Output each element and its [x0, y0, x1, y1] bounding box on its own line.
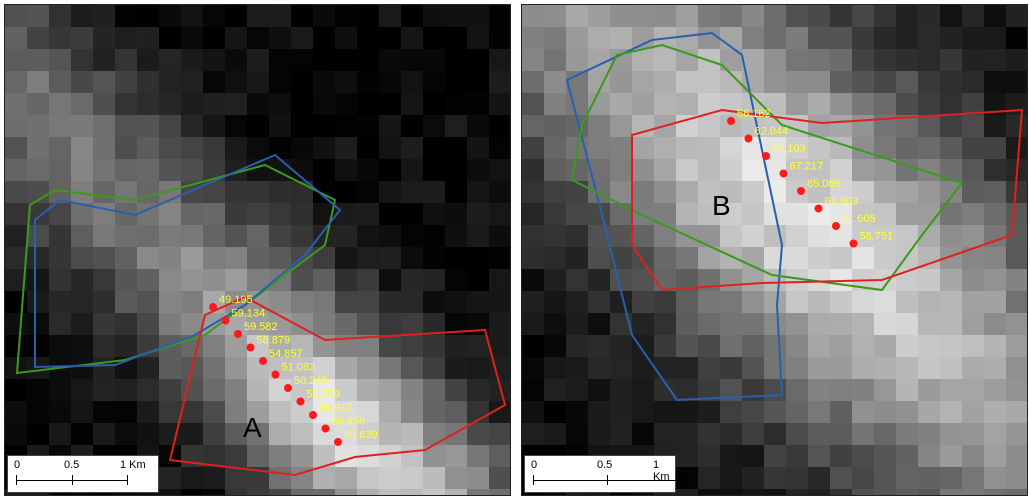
sample-point	[832, 222, 840, 230]
red-boundary	[631, 108, 1024, 292]
scale-bar-a: 0 0.5 1 Km	[7, 455, 159, 493]
sample-value-label: 56.639	[344, 429, 378, 441]
sample-point	[259, 357, 267, 365]
sample-point	[797, 187, 805, 195]
sample-value-label: 62.044	[755, 126, 789, 138]
scale-tick-label: 0	[14, 459, 21, 471]
sample-value-label: 52.709	[307, 389, 341, 401]
green-boundary	[570, 43, 964, 292]
sample-point	[762, 152, 770, 160]
scale-tick	[127, 475, 128, 485]
sample-point	[814, 204, 823, 213]
sample-value-label: 56.162	[737, 108, 771, 120]
sample-value-label: 62.503	[825, 196, 859, 208]
scale-line	[533, 480, 683, 481]
scale-tick	[683, 475, 684, 485]
sample-point	[234, 330, 242, 338]
sample-point	[284, 384, 292, 392]
scale-tick	[533, 475, 534, 485]
map-panel-b: 56.162 62.044 66.103 67.217 65.065 62.503 61.6…	[521, 4, 1028, 496]
sample-points-b: 56.162 62.044 66.103 67.217 65.065 62.503 61.6…	[727, 108, 893, 248]
scale-tick-label: 0.5	[64, 459, 80, 471]
raster-grid	[5, 5, 510, 495]
sample-value-label: 61.605	[842, 213, 876, 225]
scale-tick	[16, 475, 17, 485]
sample-point	[744, 134, 753, 143]
sample-value-label: 54.857	[269, 348, 303, 360]
sample-point	[309, 411, 317, 419]
raster-grid	[522, 5, 1027, 495]
scale-tick-label: 0.5	[597, 459, 613, 471]
sample-point	[221, 316, 230, 325]
sample-value-label: 59.582	[244, 321, 278, 333]
sample-point	[334, 438, 342, 446]
sample-point	[271, 370, 280, 379]
area-label-a: A	[243, 412, 262, 443]
sample-value-label: 56.917	[319, 402, 353, 414]
area-label-b: B	[712, 190, 731, 221]
sample-point	[246, 343, 255, 352]
sample-value-label: 49.195	[219, 294, 253, 306]
scale-tick	[72, 475, 73, 485]
scale-tick-label: 1 Km	[120, 459, 146, 471]
sample-point	[779, 169, 788, 178]
sample-point	[727, 117, 735, 125]
sample-value-label: 59.134	[232, 308, 266, 320]
sample-value-label: 58.751	[860, 231, 894, 243]
scale-tick-label: 0	[531, 459, 538, 471]
green-boundary	[15, 163, 337, 375]
sample-point	[296, 397, 305, 406]
sample-value-label: 67.217	[790, 161, 824, 173]
sample-value-label: 50.249	[294, 375, 328, 387]
sample-value-label: 58.879	[257, 335, 291, 347]
sample-value-label: 65.065	[807, 178, 841, 190]
sample-value-label: 58.856	[332, 416, 366, 428]
map-panel-a: 49.195 59.134 59.582 58.879 54.857 51.082 50.2…	[4, 4, 511, 496]
red-boundary	[168, 295, 507, 477]
blue-boundary	[34, 153, 342, 369]
sample-value-label: 51.082	[282, 362, 316, 374]
scale-tick	[607, 475, 608, 485]
sample-point	[321, 424, 330, 433]
sample-point	[209, 303, 217, 311]
map-canvas-b: 56.162 62.044 66.103 67.217 65.065 62.503 61.6…	[522, 5, 1027, 495]
sample-point	[849, 239, 858, 248]
sample-value-label: 66.103	[772, 143, 806, 155]
scale-bar-b: 0 0.5 1 Km	[524, 455, 684, 493]
blue-boundary	[565, 31, 784, 402]
